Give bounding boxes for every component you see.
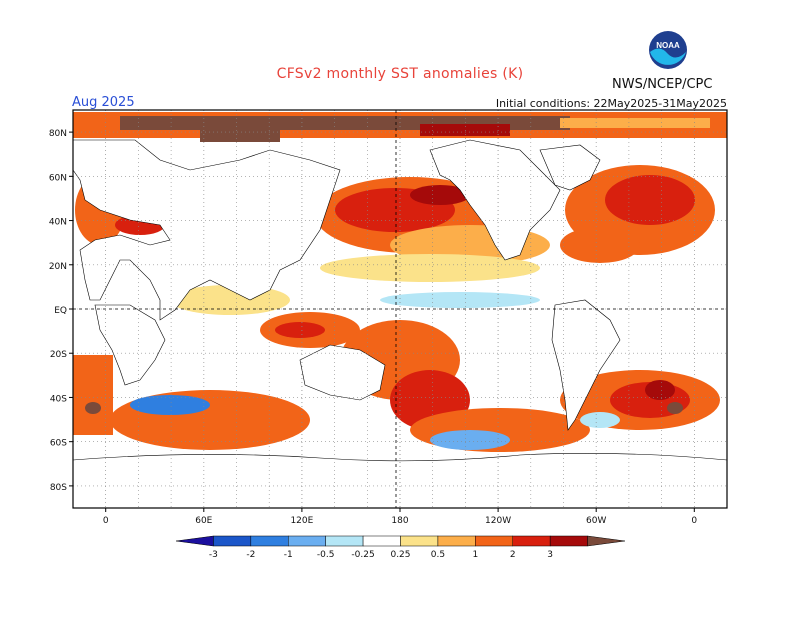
colorbar-swatch [175,535,214,547]
lat-label: 20S [50,350,67,360]
colorbar-tick-label: -2 [246,550,255,560]
organization-label: NWS/NCEP/CPC [612,77,713,92]
colorbar-swatch [400,535,439,547]
colorbar-tick-label: -1 [284,550,293,560]
noaa-logo-icon: NOAA [649,31,687,69]
chart-title: CFSv2 monthly SST anomalies (K) [276,66,524,82]
colorbar-swatch [288,535,326,547]
colorbar-swatch [475,535,514,547]
lon-label: 60W [586,516,606,526]
longitude-labels: 0 60E 120E 180 120W 60W 0 [103,508,697,526]
colorbar-swatch [512,535,551,547]
lat-label: 40S [50,394,67,404]
colorbar-tick-label: -3 [209,550,218,560]
latitude-labels: 80N 60N 40N 20N EQ 20S 40S 60S 80S [49,129,73,493]
lat-label: 60N [49,173,67,183]
forecast-month-label: Aug 2025 [72,95,135,110]
lon-label: 0 [691,516,697,526]
colorbar-swatch [325,535,364,547]
initial-conditions-label: Initial conditions: 22May2025-31May2025 [495,97,727,110]
lat-label: 60S [50,439,67,449]
colorbar-swatch [362,535,401,547]
lon-label: 0 [103,516,109,526]
lat-label: EQ [54,306,67,316]
colorbar-tick-label: -0.5 [317,550,335,560]
lon-label: 180 [391,516,408,526]
colorbar: -3 -2 -1 -0.5 -0.25 0.25 0.5 1 2 3 [175,535,626,560]
colorbar-swatch [213,535,252,547]
colorbar-tick-label: 0.25 [390,550,410,560]
lat-label: 40N [49,218,67,228]
lat-label: 80N [49,129,67,139]
colorbar-swatch [549,535,588,547]
colorbar-tick-label: 3 [547,550,553,560]
noaa-logo-text: NOAA [656,41,680,50]
colorbar-swatch [437,535,476,547]
lon-label: 60E [195,516,212,526]
colorbar-tick-label: -0.25 [351,550,374,560]
lon-label: 120E [290,516,313,526]
lat-label: 80S [50,483,67,493]
colorbar-tick-label: 0.5 [431,550,445,560]
lon-label: 120W [485,516,511,526]
map-grid [73,110,727,508]
colorbar-tick-label: 1 [472,550,478,560]
colorbar-swatch [250,535,289,547]
lat-label: 20N [49,262,67,272]
colorbar-tick-label: 2 [510,550,516,560]
colorbar-swatch [587,535,626,547]
